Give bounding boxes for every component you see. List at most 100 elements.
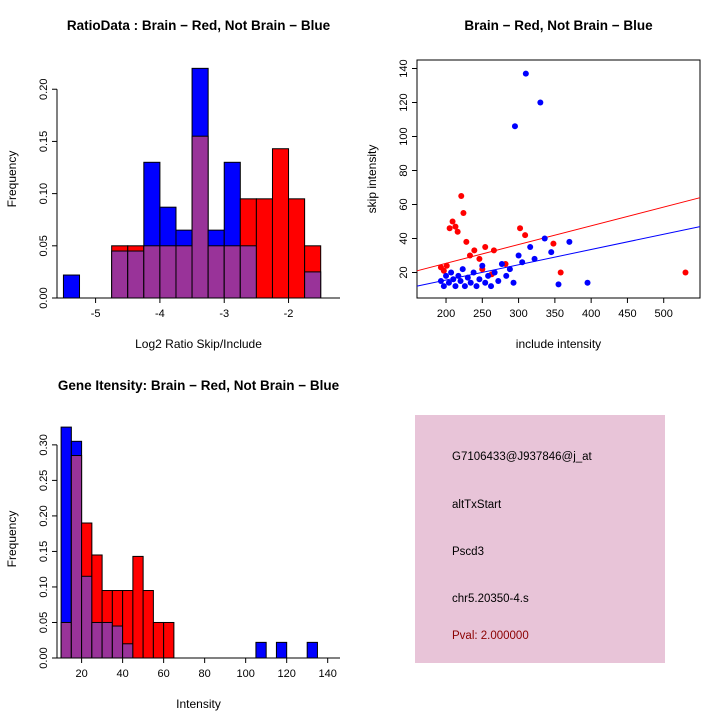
y-tick-label: 0.10 — [38, 183, 50, 204]
x-tick-label: 450 — [618, 308, 636, 320]
data-point — [459, 266, 466, 273]
x-tick-label: 140 — [319, 668, 337, 680]
data-point — [503, 272, 510, 279]
bar — [132, 555, 144, 659]
x-tick-label: -3 — [219, 308, 229, 320]
bar-overlap — [127, 250, 145, 299]
data-point — [448, 269, 455, 276]
x-tick-label: 300 — [509, 308, 527, 320]
y-axis-label: Frequency — [5, 511, 19, 568]
data-point — [555, 281, 562, 288]
data-point — [495, 278, 502, 284]
x-axis-label: include intensity — [516, 337, 601, 351]
chart-title: Gene Itensity: Brain − Red, Not Brain − … — [58, 378, 340, 393]
bar-overlap — [70, 455, 83, 659]
data-point — [522, 70, 529, 77]
y-axis-label: skip intensity — [365, 145, 379, 214]
x-tick-label: 40 — [116, 668, 128, 680]
locus-id: chr5.20350-4.s — [452, 593, 529, 605]
y-tick-label: 0.00 — [38, 287, 50, 308]
y-tick-label: 0.20 — [38, 505, 50, 526]
data-point — [491, 269, 498, 276]
bar — [275, 641, 288, 659]
data-point — [490, 247, 497, 254]
data-point — [557, 269, 564, 276]
y-tick-label: 0.15 — [38, 541, 50, 562]
data-point — [584, 279, 591, 286]
bar-overlap — [81, 575, 93, 659]
data-point — [531, 255, 538, 262]
bar — [271, 148, 290, 299]
histogram-bars — [62, 67, 322, 299]
bar-overlap — [143, 245, 161, 299]
scatter-panel: Brain − Red, Not Brain − Blue include int… — [360, 0, 720, 360]
intensity-scatter-chart: Brain − Red, Not Brain − Blue include int… — [365, 18, 701, 351]
x-tick-label: 20 — [75, 668, 87, 680]
y-tick-label: 0.15 — [38, 131, 50, 152]
bar-overlap — [122, 643, 134, 659]
data-point — [460, 210, 467, 216]
data-point — [511, 123, 518, 130]
bar-overlap — [304, 271, 322, 299]
y-axis-label: Frequency — [5, 151, 19, 208]
x-tick-label: 200 — [437, 308, 455, 320]
data-point — [452, 223, 459, 230]
bar — [255, 641, 267, 659]
data-point — [522, 232, 529, 239]
data-point — [455, 272, 462, 279]
bar-overlap — [111, 250, 129, 299]
x-axis-label: Log2 Ratio Skip/Include — [135, 337, 262, 351]
ratio_hist-plot: RatioData : Brain − Red, Not Brain − Blu… — [5, 18, 340, 351]
bar-overlap — [239, 245, 257, 299]
data-point — [454, 228, 461, 235]
data-point — [446, 225, 453, 232]
intensity_hist-plot: Gene Itensity: Brain − Red, Not Brain − … — [5, 378, 340, 711]
intensity-histogram-panel: Gene Itensity: Brain − Red, Not Brain − … — [0, 360, 360, 720]
data-point — [506, 266, 513, 273]
data-point — [470, 269, 477, 276]
y-tick-label: 0.30 — [38, 434, 50, 455]
x-tick-label: 250 — [473, 308, 491, 320]
y-tick-label: 120 — [398, 93, 410, 111]
y-tick-label: 20 — [398, 266, 410, 278]
bar-overlap — [191, 135, 209, 299]
x-tick-label: 350 — [546, 308, 564, 320]
y-tick-label: 0.00 — [38, 647, 50, 668]
x-axis-label: Intensity — [176, 697, 221, 711]
y-tick-label: 80 — [398, 164, 410, 176]
data-point — [437, 278, 444, 284]
data-point — [443, 262, 450, 269]
fit-lines — [416, 197, 701, 287]
data-point — [473, 283, 480, 290]
x-tick-label: 120 — [278, 668, 296, 680]
x-tick-label: -2 — [284, 308, 294, 320]
y-tick-label: 140 — [398, 59, 410, 77]
data-point — [443, 272, 450, 279]
y-tick-label: 0.10 — [38, 576, 50, 597]
bar-overlap — [101, 621, 113, 659]
bar-overlap — [175, 245, 193, 299]
data-point — [476, 255, 483, 262]
data-point — [452, 283, 459, 290]
bar-overlap — [159, 245, 177, 299]
brain-fit-line — [416, 197, 701, 272]
data-point — [445, 279, 452, 286]
bar — [288, 198, 306, 299]
data-point — [461, 283, 468, 290]
pval-text: Pval: 2.000000 — [452, 630, 529, 642]
data-point — [482, 279, 489, 286]
chart-title: RatioData : Brain − Red, Not Brain − Blu… — [67, 18, 331, 33]
chart-title: Brain − Red, Not Brain − Blue — [464, 18, 653, 33]
x-tick-label: 400 — [582, 308, 600, 320]
data-point — [449, 218, 456, 225]
histogram-bars — [60, 426, 318, 659]
data-point — [440, 283, 447, 290]
data-point — [488, 283, 495, 290]
axes — [412, 59, 701, 303]
data-point — [467, 279, 474, 286]
x-tick-label: -4 — [155, 308, 165, 320]
data-point — [476, 276, 483, 283]
bar-overlap — [111, 625, 124, 659]
x-tick-label: -5 — [91, 308, 101, 320]
